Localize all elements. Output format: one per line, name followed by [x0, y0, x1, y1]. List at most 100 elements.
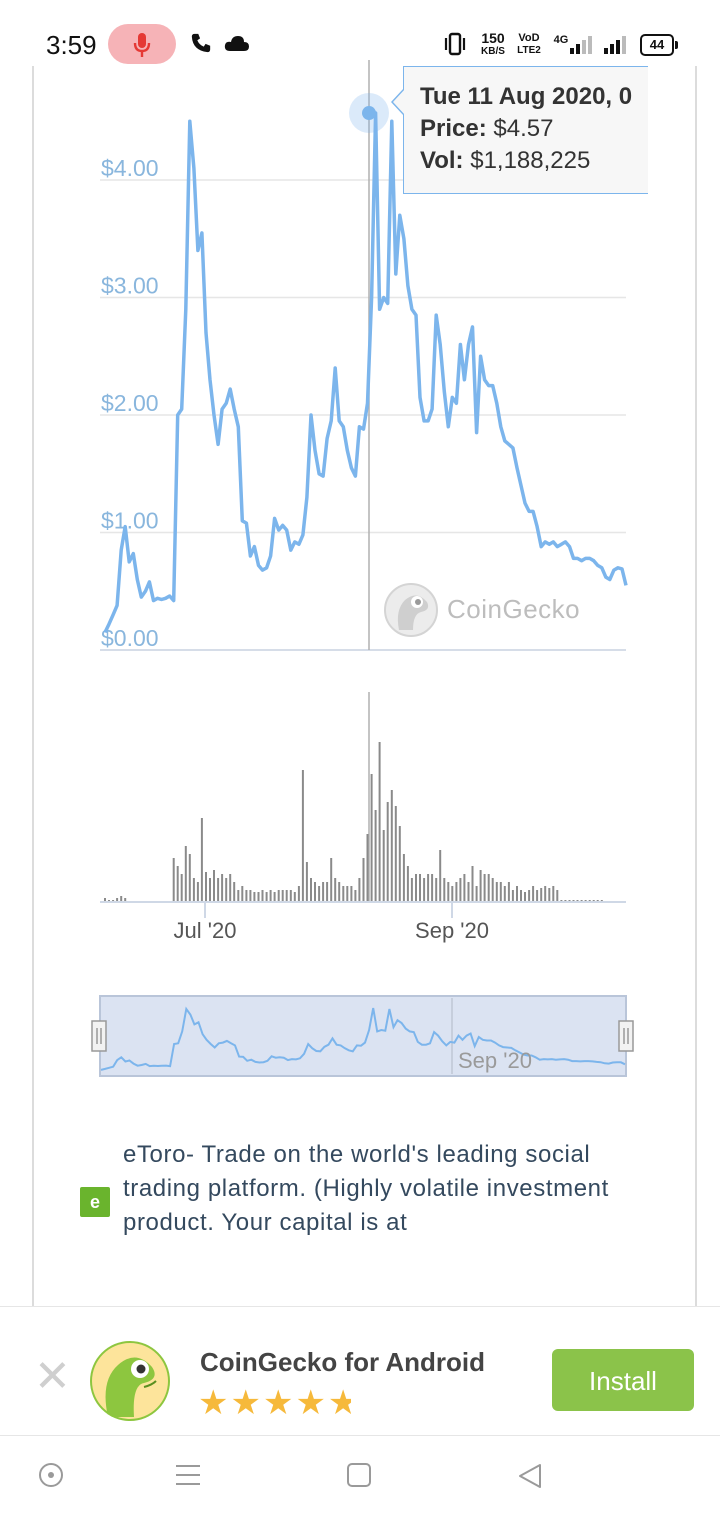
- volume-bar: [423, 878, 426, 902]
- y-tick-label: $4.00: [101, 155, 159, 181]
- vibrate-icon: [444, 32, 466, 56]
- volume-bar: [467, 882, 470, 902]
- network-type: 4G: [553, 34, 569, 46]
- volume-bar: [495, 882, 498, 902]
- signal-1-icon: [570, 36, 592, 54]
- mic-indicator: [108, 24, 176, 64]
- volume-bar: [221, 874, 224, 902]
- volume-bar: [192, 878, 195, 902]
- volume-bar: [261, 890, 264, 902]
- volume-bar: [200, 818, 203, 902]
- y-axis-labels: $4.00 $3.00 $2.00 $1.00 $0.00: [101, 155, 159, 651]
- tooltip-vol-value: $1,188,225: [470, 147, 591, 174]
- volume-bar: [237, 890, 240, 902]
- app-install-banner: ✕ CoinGecko for Android ★★★★★ Install: [0, 1306, 720, 1436]
- volume-bar: [281, 890, 284, 902]
- x-tick-label: Jul '20: [174, 918, 237, 943]
- volume-bar: [552, 886, 555, 902]
- volume-bar: [188, 854, 191, 902]
- price-series-line[interactable]: [103, 111, 628, 634]
- volume-bar: [120, 896, 123, 902]
- volume-bar: [415, 874, 417, 902]
- volume-bar: [410, 878, 413, 902]
- ad-text[interactable]: eToro- Trade on the world's leading soci…: [123, 1141, 609, 1236]
- volume-bar: [479, 870, 482, 902]
- volume-bar: [431, 874, 434, 902]
- tooltip-price-label: Price:: [420, 115, 487, 142]
- tooltip-pointer-inner: [393, 89, 405, 115]
- volume-bar: [451, 886, 454, 902]
- highlight-point[interactable]: [362, 106, 376, 121]
- y-tick-label: $3.00: [101, 273, 159, 299]
- volte-lte-label: LTE2: [517, 45, 541, 56]
- status-bar: 3:59 150 KB/S VoD LTE2 4G 44: [0, 0, 720, 88]
- net-speed: 150: [481, 30, 505, 46]
- volume-bar: [459, 878, 462, 902]
- content-frame-left: [32, 66, 34, 1306]
- volume-bar: [427, 874, 430, 902]
- volume-bar: [419, 874, 421, 902]
- volume-bar: [382, 830, 385, 902]
- close-icon[interactable]: ✕: [34, 1352, 71, 1401]
- volume-bar: [330, 858, 333, 902]
- price-chart[interactable]: $4.00 $3.00 $2.00 $1.00 $0.00 Jul '20 Sep '20…: [0, 60, 720, 1100]
- sponsored-ad[interactable]: e eToro- Trade on the world's leading so…: [80, 1138, 680, 1248]
- volume-bar: [394, 806, 397, 902]
- y-tick-label: $1.00: [101, 508, 159, 534]
- tooltip-vol-label: Vol:: [420, 147, 464, 174]
- volume-bar: [176, 866, 179, 902]
- navigator-handle-right[interactable]: [618, 1020, 634, 1052]
- volume-bar: [475, 886, 478, 902]
- navigator-series-line: [100, 1006, 626, 1071]
- volume-bar: [257, 892, 260, 902]
- volume-bar: [265, 892, 268, 902]
- volume-bar: [528, 890, 531, 902]
- signal-2-icon: [604, 36, 626, 54]
- navigator-handle-left[interactable]: [91, 1020, 107, 1052]
- assistant-circle-icon[interactable]: [38, 1462, 64, 1488]
- volume-bar: [402, 854, 405, 902]
- volume-bar: [289, 890, 292, 902]
- volume-bar: [217, 878, 220, 902]
- tooltip-volume: Vol: $1,188,225: [420, 147, 590, 175]
- coingecko-app-logo: [90, 1341, 170, 1421]
- volume-bar: [532, 886, 535, 902]
- volume-bar: [277, 890, 280, 902]
- volume-bar: [354, 890, 357, 902]
- volume-bar: [205, 872, 207, 902]
- volume-bar: [213, 870, 215, 902]
- navigator-window[interactable]: [99, 995, 627, 1077]
- menu-icon[interactable]: [174, 1462, 202, 1488]
- volte-label: VoD: [518, 32, 540, 44]
- back-triangle-icon[interactable]: [516, 1462, 544, 1490]
- volume-bar: [378, 742, 381, 902]
- volume-bar: [507, 882, 510, 902]
- volume-bar: [253, 892, 256, 902]
- volume-bar: [358, 878, 361, 902]
- chart-tooltip: Tue 11 Aug 2020, 0 Price: $4.57 Vol: $1,…: [403, 66, 648, 194]
- phone-icon: [191, 33, 211, 53]
- volume-bar: [435, 878, 438, 902]
- tooltip-price: Price: $4.57: [420, 115, 553, 143]
- watermark-text: CoinGecko: [447, 594, 581, 624]
- x-tick-label: Sep '20: [415, 918, 489, 943]
- volume-bar: [556, 890, 559, 902]
- price-chart-svg[interactable]: $4.00 $3.00 $2.00 $1.00 $0.00 Jul '20 Sep '20…: [0, 60, 720, 1100]
- volume-bar: [398, 826, 401, 902]
- volume-bar: [350, 886, 353, 902]
- volume-bar: [172, 858, 175, 902]
- volume-bar: [370, 774, 373, 902]
- volume-bar: [180, 874, 183, 902]
- volume-bar: [229, 874, 232, 902]
- volume-bar: [245, 890, 248, 902]
- install-button[interactable]: Install: [552, 1349, 694, 1411]
- volume-bar: [548, 888, 551, 902]
- volume-bar: [310, 878, 312, 902]
- navigator[interactable]: Sep '20: [91, 995, 634, 1077]
- home-square-icon[interactable]: [346, 1462, 372, 1488]
- coingecko-watermark: CoinGecko: [383, 582, 623, 638]
- y-tick-label: $2.00: [101, 390, 159, 416]
- navigation-bar: [0, 1436, 720, 1520]
- volume-bar: [301, 770, 304, 902]
- volume-bar: [386, 802, 389, 902]
